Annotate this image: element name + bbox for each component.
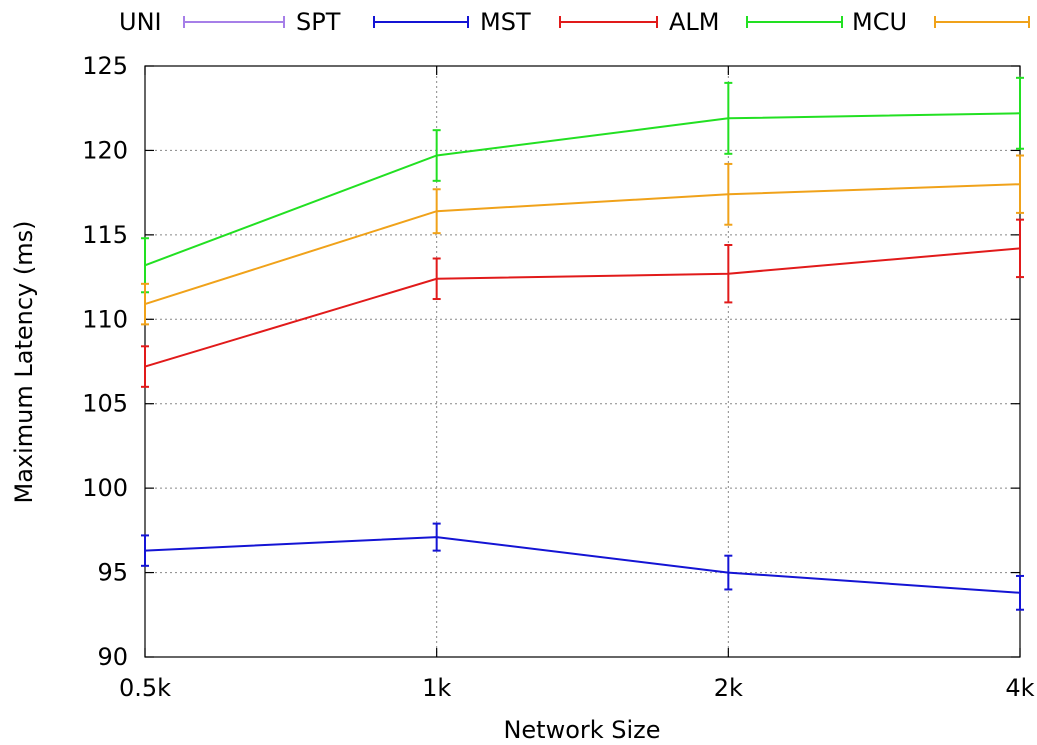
legend: UNI SPT MST ALM MCU [119,8,1030,36]
legend-label: UNI [119,8,162,36]
error-bar [1016,76,1024,150]
error-bar [1016,574,1024,611]
error-bar [432,188,441,235]
y-tick-label: 125 [82,52,128,80]
x-tick-label: 1k [422,674,451,702]
grid [145,66,1020,657]
series-line-alm [144,112,1021,267]
error-bar [432,257,441,301]
series-line-mst [144,247,1021,368]
legend-item-mst: MST [480,8,658,36]
error-bar [1016,154,1024,214]
series-line-spt [144,536,1021,594]
series-line-mcu [144,183,1021,306]
y-tick-label: 95 [97,559,128,587]
error-bar [724,81,733,155]
legend-label: ALM [669,8,720,36]
legend-item-alm: ALM [669,8,843,36]
series-mcu [141,154,1024,326]
y-tick-label: 100 [82,474,128,502]
series-layer [141,76,1024,611]
error-bar [141,282,149,326]
y-tick-label: 105 [82,390,128,418]
legend-label: MST [480,8,531,36]
legend-label: SPT [296,8,341,36]
error-bar [724,162,733,226]
y-tick-label: 90 [97,643,128,671]
y-tick-label: 115 [82,221,128,249]
error-bar [724,243,733,304]
plot-frame [144,65,1021,658]
legend-label: MCU [852,8,907,36]
x-axis-ticks: 0.5k 1k 2k 4k [119,66,1035,702]
x-tick-label: 4k [1005,674,1034,702]
error-bar [724,554,733,591]
error-bar [141,534,149,567]
series-mst [141,218,1024,388]
error-bar [1016,218,1024,279]
error-bar [141,345,149,388]
y-tick-label: 120 [82,136,128,164]
error-bar [432,129,441,182]
legend-item-mcu: MCU [852,8,1030,36]
legend-item-spt: SPT [296,8,469,36]
legend-item-uni: UNI [119,8,285,36]
x-axis-title: Network Size [503,716,660,744]
error-bar [432,522,441,552]
y-axis-ticks: 90 95 100 105 110 115 120 125 [82,52,1020,671]
x-tick-label: 2k [714,674,743,702]
x-tick-label: 0.5k [119,674,171,702]
series-spt [141,522,1024,611]
y-axis-title: Maximum Latency (ms) [10,221,38,504]
y-tick-label: 110 [82,305,128,333]
series-alm [141,76,1024,294]
